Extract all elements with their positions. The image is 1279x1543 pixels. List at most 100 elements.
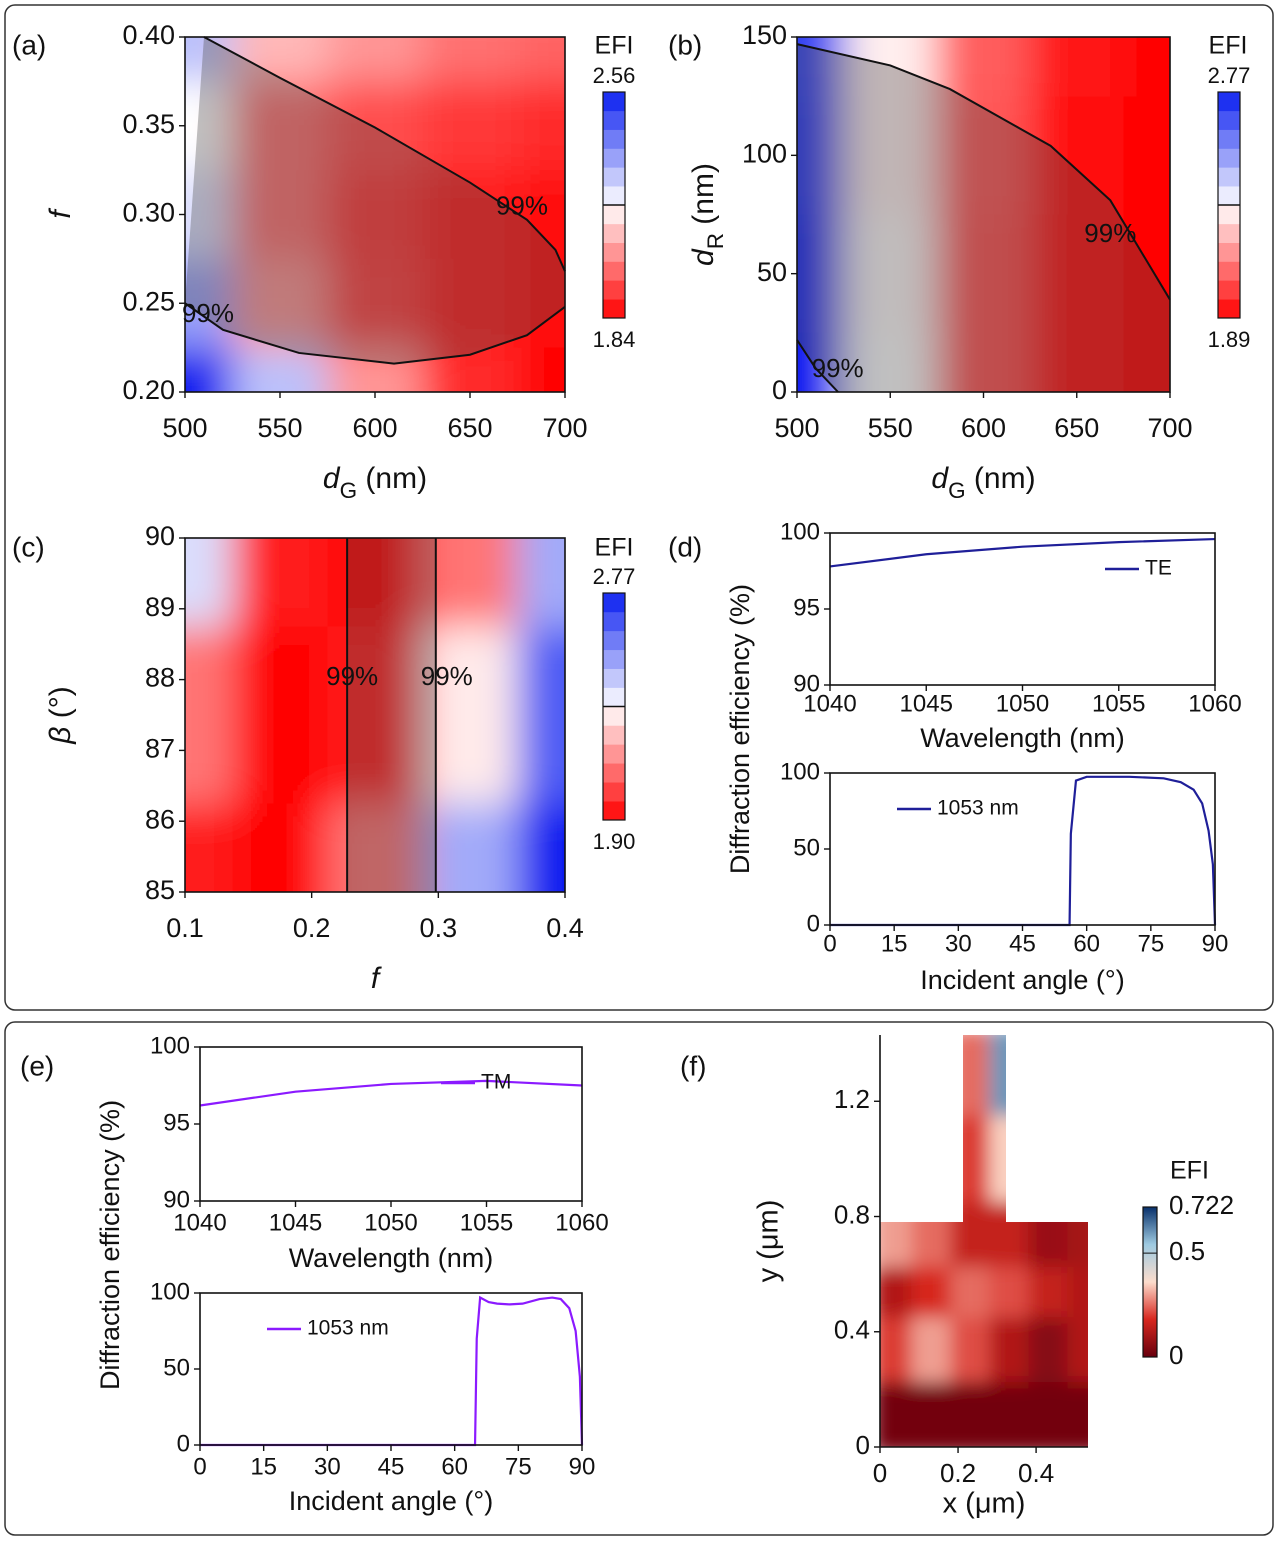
y-axis-label: Diffraction efficiency (%)	[725, 584, 755, 874]
colorbar-tick-label: 0.5	[1169, 1236, 1205, 1266]
x-tick-label: 600	[961, 413, 1006, 443]
x-tick-label: 1050	[364, 1209, 417, 1236]
x-tick-label: 0	[823, 930, 836, 957]
x-tick-label: 0.1	[166, 913, 204, 943]
heatmap-area	[185, 37, 565, 392]
colorbar-tick-label: 0	[1169, 1340, 1183, 1370]
heatmap-cell	[797, 332, 845, 392]
heatmap-cell	[950, 1382, 990, 1447]
heatmap-cell	[950, 1266, 990, 1318]
heatmap-cell	[1123, 37, 1170, 97]
x-axis-label: x (μm)	[943, 1488, 1026, 1520]
contour-line	[184, 302, 566, 365]
heatmap-cell	[880, 1202, 912, 1268]
y-tick-label: 0	[856, 1430, 870, 1460]
label-part: d	[323, 462, 341, 495]
heatmap-cell	[185, 538, 234, 628]
y-tick-label: 50	[757, 257, 787, 287]
heatmap-cell	[936, 214, 1031, 334]
x-tick-label: 1040	[803, 690, 856, 717]
heatmap-cell	[327, 258, 424, 349]
y-tick-label: 150	[742, 20, 787, 50]
contour-label: 99%	[1084, 218, 1136, 248]
heatmap-cell	[327, 170, 424, 260]
colorbar-band	[603, 110, 625, 130]
y-tick-label: 85	[145, 875, 175, 905]
panel-label: (c)	[12, 531, 45, 562]
y-tick-label: 100	[780, 758, 820, 785]
heatmap-cell	[232, 626, 329, 805]
x-axis-label: Incident angle (°)	[289, 1486, 493, 1516]
heatmap-cell	[185, 170, 234, 260]
colorbar-band	[603, 299, 625, 319]
y-tick-label: 100	[150, 1032, 190, 1059]
legend-label: 1053 nm	[307, 1317, 389, 1340]
heatmap-cell	[517, 538, 565, 628]
colorbar-band	[603, 223, 625, 243]
y-axis-label: Diffraction efficiency (%)	[95, 1100, 125, 1390]
plot-frame	[184, 537, 566, 893]
x-axis-label: Wavelength (nm)	[289, 1243, 494, 1273]
shaded-region	[185, 37, 565, 364]
panel-box	[4, 1021, 1274, 1536]
heatmap-area	[880, 1035, 1088, 1447]
y-tick-label: 50	[163, 1354, 190, 1381]
heatmap-cell	[517, 170, 565, 260]
colorbar-band	[603, 801, 625, 821]
y-tick-label: 90	[163, 1186, 190, 1213]
x-tick-label: 30	[314, 1453, 341, 1480]
heatmap-cell	[232, 803, 329, 892]
colorbar-band	[603, 649, 625, 669]
heatmap-cell	[185, 81, 234, 171]
x-tick-label: 1060	[555, 1209, 608, 1236]
heatmap-cell	[232, 37, 329, 82]
shaded-region	[347, 538, 436, 892]
colorbar-band	[603, 782, 625, 802]
colorbar-tick-label: 0.722	[1169, 1190, 1234, 1220]
x-axis-label: f	[371, 962, 382, 995]
label-part: G	[340, 478, 358, 503]
y-tick-label: 1.2	[834, 1084, 870, 1114]
label-part: (nm)	[687, 163, 720, 233]
y-tick-label: 100	[780, 518, 820, 545]
heatmap-cell	[232, 170, 329, 260]
colorbar-band	[603, 186, 625, 206]
colorbar-frame	[602, 592, 626, 821]
contour-line	[203, 36, 566, 272]
legend-label: 1053 nm	[937, 797, 1019, 820]
heatmap-cell	[1028, 1382, 1068, 1447]
heatmap-cell	[232, 258, 329, 349]
x-tick-label: 0	[193, 1453, 206, 1480]
heatmap-cell	[989, 1317, 1029, 1383]
heatmap-cell	[1123, 332, 1170, 392]
contour-label: 99%	[182, 298, 234, 328]
colorbar-band	[1218, 167, 1240, 187]
heatmap-cell	[517, 81, 565, 171]
colorbar-tick-label: 2.77	[593, 564, 636, 589]
heatmap-cell	[1028, 1202, 1068, 1268]
label-part: (°)	[44, 686, 77, 726]
heatmap	[185, 538, 565, 892]
heatmap-area	[797, 37, 1170, 392]
heatmap-cell	[843, 214, 938, 334]
y-tick-label: 0.30	[122, 198, 175, 228]
heatmap-cell	[422, 170, 519, 260]
heatmap-cell	[1067, 1266, 1088, 1318]
x-tick-label: 700	[1147, 413, 1192, 443]
label-part: R	[703, 233, 728, 249]
heatmap-cell	[1067, 1317, 1088, 1383]
contour-line	[796, 43, 1171, 301]
colorbar-tick-label: 1.84	[593, 327, 636, 352]
heatmap-cell	[422, 81, 519, 171]
x-tick-label: 15	[250, 1453, 277, 1480]
colorbar-band	[1218, 129, 1240, 149]
y-tick-label: 50	[793, 834, 820, 861]
panel-label: (b)	[668, 29, 702, 60]
label-part: f	[44, 208, 77, 219]
y-tick-label: 89	[145, 592, 175, 622]
y-tick-label: 0.20	[122, 375, 175, 405]
shaded-region	[797, 44, 1170, 392]
y-tick-label: 0	[772, 375, 787, 405]
x-tick-label: 0.2	[293, 913, 331, 943]
heatmap-cell	[422, 803, 519, 892]
